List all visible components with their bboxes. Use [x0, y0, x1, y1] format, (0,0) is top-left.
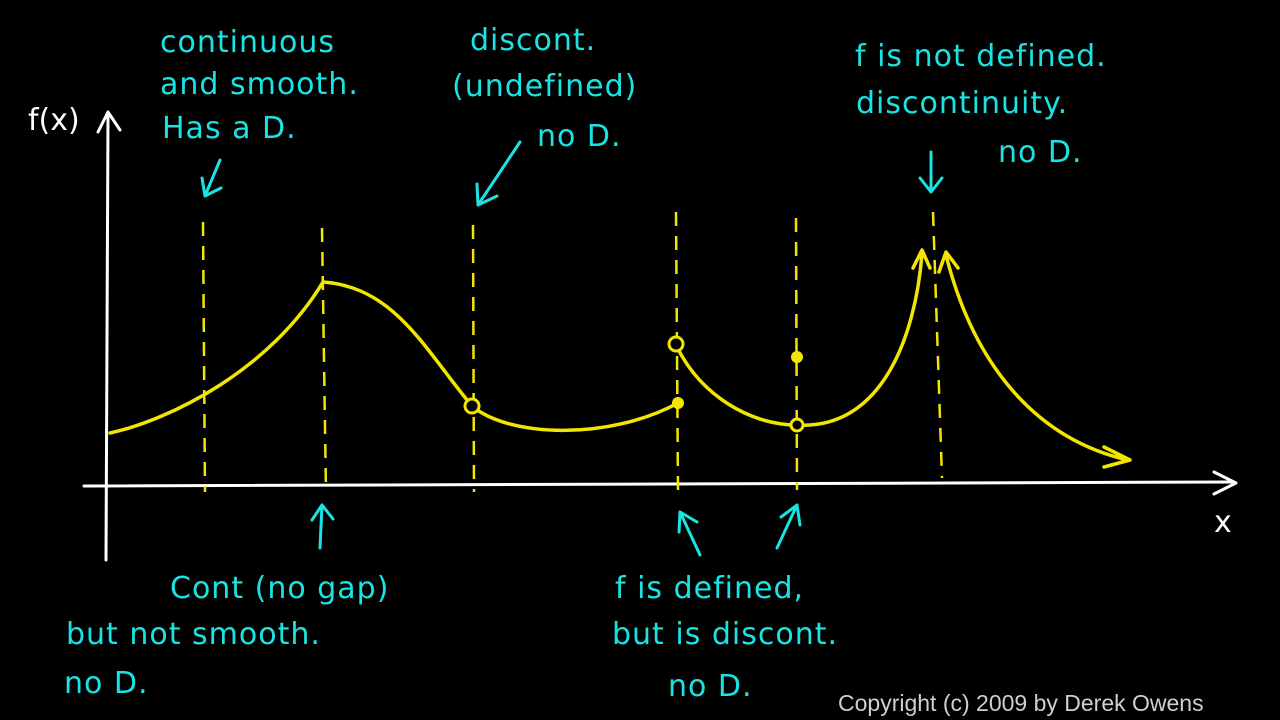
pointer-arrows — [200, 140, 944, 557]
y-axis-arrowhead — [96, 110, 122, 134]
curve-segment-jump-to-removable — [674, 343, 799, 427]
annotation-corner-line-1: Cont (no gap) — [170, 571, 389, 606]
jump-open-circle — [667, 335, 685, 353]
annotation-defined-discont-line-1: f is defined, — [615, 571, 804, 606]
arrow-removable — [775, 503, 802, 550]
annotation-smooth-line-1: continuous — [160, 25, 335, 60]
annotation-defined-discont-line-2: but is discont. — [612, 617, 838, 652]
jump-filled-dot — [672, 397, 684, 409]
annotation-hole-line-2: (undefined) — [452, 69, 637, 104]
annotation-smooth-line-3: Has a D. — [162, 111, 297, 146]
annotation-smooth-line-2: and smooth. — [160, 67, 359, 102]
curve-segment-removable-to-asymptote — [795, 252, 924, 427]
arrow-asymptote — [918, 150, 944, 194]
guide-line-removable — [794, 217, 799, 491]
curve-right-upper-arrowhead — [937, 250, 960, 274]
removable-filled-dot — [791, 351, 803, 363]
curve-segment-asymptote-to-end — [944, 253, 1130, 462]
annotation-hole-line-1: discont. — [470, 23, 596, 58]
annotation-hole-line-3: no D. — [537, 119, 622, 154]
arrow-corner — [310, 503, 335, 550]
annotation-defined-discont-line-3: no D. — [668, 669, 753, 704]
copyright-notice: Copyright (c) 2009 by Derek Owens — [838, 690, 1204, 716]
guide-line-corner — [320, 227, 328, 493]
annotation-corner: Cont (no gap) but not smooth. no D. — [64, 571, 389, 701]
curve-segment-rise-to-corner — [108, 280, 325, 435]
curve-left-arrowhead — [911, 248, 932, 270]
annotation-asymptote-line-2: discontinuity. — [856, 86, 1068, 121]
curve-segment-hole-to-jump — [470, 401, 680, 433]
annotation-asymptote-line-1: f is not defined. — [855, 39, 1107, 74]
annotation-asymptote-line-3: no D. — [998, 135, 1083, 170]
annotation-defined-discont: f is defined, but is discont. no D. — [612, 571, 838, 704]
x-axis-label: x — [1214, 505, 1232, 540]
arrow-smooth — [200, 158, 223, 198]
curve-segment-corner-to-hole — [321, 280, 474, 408]
x-axis — [82, 480, 1234, 488]
y-axis — [104, 114, 110, 562]
guide-line-asymptote — [931, 211, 944, 479]
y-axis-label: f(x) — [28, 103, 80, 138]
arrow-hole — [475, 140, 522, 207]
annotation-smooth: continuous and smooth. Has a D. — [160, 25, 359, 146]
hole-open-circle — [463, 397, 481, 415]
axes: f(x) x — [28, 103, 1238, 562]
x-axis-arrowhead — [1212, 470, 1238, 496]
curve-end-arrowhead — [1102, 445, 1132, 469]
function-curve — [108, 248, 1132, 469]
guide-line-smooth — [201, 221, 207, 493]
annotation-hole: discont. (undefined) no D. — [452, 23, 637, 154]
guide-line-hole — [471, 224, 476, 493]
removable-open-circle — [789, 417, 805, 433]
guide-lines — [201, 211, 944, 493]
annotation-asymptote: f is not defined. discontinuity. no D. — [855, 39, 1107, 170]
annotation-corner-line-2: but not smooth. — [66, 617, 321, 652]
annotation-corner-line-3: no D. — [64, 666, 149, 701]
arrow-jump — [677, 510, 702, 557]
